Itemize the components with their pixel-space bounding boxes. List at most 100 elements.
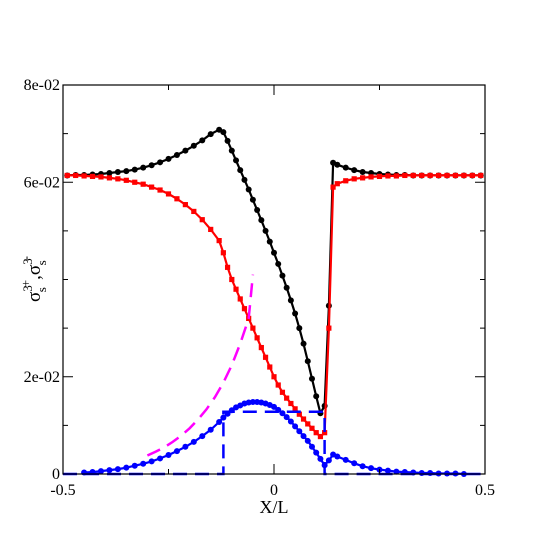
- series-1-point: [279, 389, 286, 395]
- series-1-point: [237, 296, 243, 302]
- series-1-point: [199, 217, 205, 223]
- series-2-point: [342, 456, 349, 463]
- series-1-point: [313, 430, 319, 436]
- svg-text:σ3s+,σ3s-: σ3s+,σ3s-: [18, 256, 49, 302]
- series-0-point: [296, 325, 303, 332]
- y-tick-label: 8e-02: [24, 77, 60, 94]
- series-2-point: [190, 438, 197, 445]
- series-1-point: [132, 179, 138, 185]
- series-1: [64, 172, 484, 440]
- series-1-point: [157, 187, 163, 193]
- series-0-point: [140, 164, 147, 171]
- series-2-point: [140, 460, 147, 467]
- series-1-point: [296, 411, 302, 417]
- series-1-point: [224, 264, 231, 270]
- series-2-point: [359, 463, 366, 470]
- series-1-line: [67, 174, 481, 439]
- series-0-point: [123, 168, 130, 175]
- series-1-point: [385, 173, 391, 179]
- series-2-point: [207, 426, 214, 433]
- series-1-point: [89, 173, 96, 180]
- series-2-point: [296, 428, 303, 435]
- series-2-point: [334, 453, 341, 460]
- series-0-line: [67, 128, 481, 417]
- series-1-point: [326, 325, 332, 331]
- series-0-point: [308, 375, 315, 382]
- series-1-point: [220, 250, 226, 256]
- series-2-point: [368, 465, 375, 472]
- series-2-point: [199, 433, 206, 440]
- series-1-point: [410, 172, 416, 179]
- y-tick-label: 0: [52, 466, 60, 483]
- series-0-point: [173, 152, 180, 159]
- series-0: [64, 126, 484, 417]
- series-2-point: [182, 443, 189, 450]
- series-1-point: [275, 382, 281, 388]
- series-1-point: [73, 172, 79, 179]
- series-2-point: [325, 457, 332, 464]
- series-0-point: [292, 310, 299, 317]
- series-2-point: [292, 423, 299, 430]
- series-0-point: [241, 176, 248, 183]
- series-0-point: [131, 166, 138, 173]
- series-0-point: [237, 167, 244, 174]
- series-0-point: [342, 164, 349, 171]
- series-2-point: [393, 468, 400, 475]
- series-3: [146, 274, 255, 457]
- series-1-point: [140, 181, 146, 187]
- series-1-point: [81, 173, 87, 179]
- series-1-point: [402, 172, 408, 179]
- series-1-point: [233, 286, 239, 292]
- series-1-point: [288, 400, 294, 407]
- series-1-point: [115, 176, 121, 182]
- series-0-point: [148, 162, 155, 169]
- series-2-point: [220, 414, 227, 421]
- series-2-point: [283, 414, 290, 421]
- series-1-point: [284, 395, 290, 401]
- series-0-point: [300, 340, 307, 347]
- series-1-point: [106, 175, 113, 181]
- series-0-point: [220, 129, 227, 136]
- series-3-line: [146, 274, 255, 457]
- series-1-point: [216, 238, 222, 244]
- ticks-layer: [62, 84, 486, 475]
- x-tick-label: 0.5: [475, 482, 495, 499]
- series-1-point: [241, 306, 248, 312]
- series-0-point: [262, 227, 269, 234]
- series-2-point: [131, 462, 138, 469]
- series-0-point: [287, 297, 294, 304]
- series-1-point: [376, 173, 383, 180]
- series-1-point: [334, 181, 340, 187]
- series-0-point: [207, 131, 214, 138]
- series-0-point: [271, 249, 277, 256]
- series-2-point: [308, 443, 315, 450]
- series-0-point: [245, 186, 252, 193]
- series-1-point: [64, 172, 70, 179]
- series-2-point: [216, 418, 223, 425]
- series-0-point: [359, 169, 366, 176]
- series-2-point: [317, 455, 324, 462]
- series-1-point: [478, 172, 484, 179]
- x-tick-label: -0.5: [50, 482, 75, 499]
- y-tick-label: 6e-02: [24, 174, 60, 191]
- series-2-point: [123, 464, 130, 471]
- series-2-point: [106, 467, 113, 474]
- series-2-point: [313, 449, 320, 456]
- series-1-point: [435, 172, 442, 179]
- series-2-point: [114, 466, 121, 473]
- series-1-point: [123, 177, 129, 183]
- series-2-point: [97, 468, 104, 475]
- series-layer: [63, 126, 485, 477]
- series-1-point: [149, 184, 155, 190]
- series-2-point: [304, 437, 311, 444]
- series-0-point: [334, 161, 341, 168]
- series-1-point: [444, 172, 450, 179]
- series-1-point: [393, 173, 399, 179]
- series-2-point: [157, 455, 164, 462]
- series-1-point: [330, 184, 336, 190]
- series-1-point: [317, 433, 324, 440]
- series-1-point: [208, 226, 214, 233]
- series-1-point: [322, 430, 328, 436]
- series-0-point: [165, 155, 172, 162]
